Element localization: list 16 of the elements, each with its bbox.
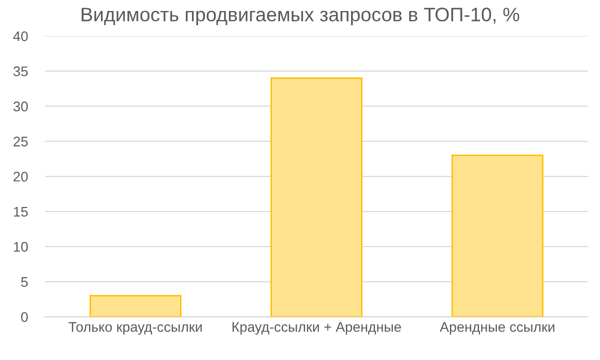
x-tick-label: Только крауд-ссылки (68, 322, 202, 335)
y-tick-label: 40 (13, 31, 28, 42)
bar (270, 77, 362, 317)
x-tick-label: Крауд-ссылки + Арендные (232, 322, 401, 335)
bar (90, 295, 182, 317)
y-tick-label: 35 (13, 66, 28, 76)
y-tick-label: 20 (14, 172, 28, 182)
y-tick-label: 30 (13, 102, 28, 112)
y-tick-label: 5 (21, 277, 28, 287)
bar (452, 154, 544, 317)
y-tick-label: 0 (21, 312, 28, 322)
chart-title: Видимость продвигаемых запросов в ТОП-10, % (82, 8, 520, 26)
y-tick-label: 10 (14, 242, 28, 252)
y-tick-label: 25 (14, 136, 28, 146)
y-tick-label: 15 (14, 206, 28, 217)
x-tick-label: Арендные ссылки (440, 322, 554, 335)
